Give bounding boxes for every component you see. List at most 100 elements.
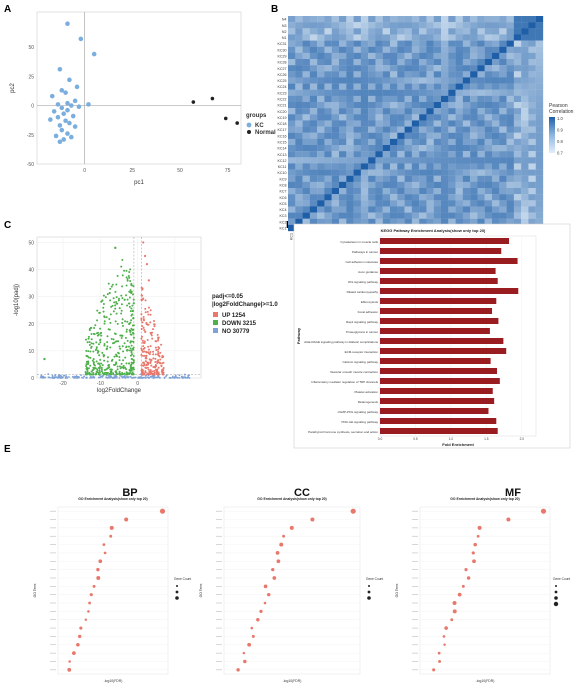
heatmap-cell	[375, 28, 383, 35]
volcano-point-up	[142, 361, 145, 364]
heatmap-cell	[535, 188, 544, 195]
go-mf-dot	[437, 651, 441, 655]
heatmap-cell	[411, 108, 420, 115]
volcano-point-down	[100, 334, 103, 337]
go-cc-ylabel: GO Term	[199, 583, 203, 597]
heatmap-cell	[317, 95, 325, 103]
heatmap-cell	[462, 181, 471, 189]
volcano-point-down	[100, 362, 103, 365]
heatmap-cell	[295, 218, 303, 226]
heatmap-cell	[419, 40, 427, 47]
kegg-bar	[380, 258, 518, 264]
heatmap-cell	[426, 194, 434, 201]
heatmap-cell	[317, 157, 325, 164]
heatmap-cell	[441, 59, 449, 66]
heatmap-cell	[470, 126, 478, 133]
heatmap-cell	[513, 151, 522, 158]
heatmap-cell	[331, 16, 340, 23]
heatmap-cell	[390, 194, 398, 201]
heatmap-cell	[499, 181, 507, 189]
volcano-point-down	[114, 246, 117, 250]
pca-point-kc	[59, 105, 65, 111]
volcano-point-down	[93, 333, 96, 336]
heatmap-cell	[295, 126, 303, 133]
heatmap-cell	[521, 52, 529, 60]
heatmap-cell	[521, 194, 529, 201]
heatmap-cell	[390, 138, 398, 146]
heatmap-cell	[499, 212, 507, 219]
heatmap-cell	[477, 175, 485, 183]
heatmap-cell	[506, 77, 515, 84]
heatmap-row-label: KC19	[278, 116, 287, 120]
heatmap-cell	[288, 108, 296, 115]
heatmap-cell	[426, 71, 434, 78]
heatmap-cell	[455, 65, 464, 72]
heatmap-cell	[441, 89, 449, 97]
kegg-category-label: Calcium signaling pathway	[342, 360, 378, 364]
heatmap-cell	[368, 200, 376, 207]
volcano-point-down	[126, 278, 129, 281]
volcano-point-down	[131, 324, 134, 327]
volcano-point-down	[129, 368, 132, 371]
heatmap-cell	[433, 65, 442, 72]
heatmap-cell	[419, 114, 427, 121]
heatmap-cell	[317, 46, 325, 54]
heatmap-cell	[521, 218, 529, 226]
volcano-point-up	[143, 347, 146, 350]
heatmap-cell	[492, 138, 500, 146]
heatmap-cell	[484, 212, 493, 219]
heatmap-cell	[302, 218, 311, 226]
heatmap-cell	[353, 181, 362, 189]
heatmap-cell	[528, 206, 536, 213]
heatmap-cell	[324, 40, 332, 47]
heatmap-cell	[295, 114, 303, 121]
heatmap-cell	[404, 71, 413, 78]
heatmap-cell	[455, 83, 464, 90]
heatmap-cell	[535, 157, 544, 164]
volcano-point-down	[131, 331, 134, 334]
heatmap-cell	[521, 83, 529, 90]
heatmap-cell	[397, 120, 405, 127]
heatmap-cell	[346, 175, 354, 183]
heatmap-cell	[324, 194, 332, 201]
heatmap-cell	[477, 71, 485, 78]
heatmap-cell	[288, 145, 296, 152]
volcano-point-down	[85, 338, 88, 341]
heatmap-cell	[368, 212, 376, 219]
volcano-point-up	[157, 353, 160, 356]
heatmap-cell	[397, 16, 405, 23]
heatmap-cell	[528, 212, 536, 219]
heatmap-cell	[368, 181, 376, 189]
heatmap-cell	[462, 22, 471, 29]
heatmap-cell	[477, 77, 485, 84]
go-bp-dot	[84, 618, 88, 621]
heatmap-cell	[368, 89, 376, 97]
heatmap-cell	[426, 206, 434, 213]
heatmap-cell	[419, 145, 427, 152]
heatmap-cell	[506, 52, 515, 60]
volcano-point-down	[131, 353, 134, 356]
heatmap-cell	[309, 200, 318, 207]
volcano-point-no	[140, 376, 143, 379]
volcano-point-down	[132, 328, 135, 331]
volcano-point-up	[160, 370, 163, 373]
heatmap-cell	[346, 28, 354, 35]
volcano-point-down	[95, 360, 98, 363]
heatmap-cell	[368, 175, 376, 183]
volcano-point-down	[128, 296, 131, 299]
heatmap-cell	[382, 59, 391, 66]
volcano-point-up	[154, 360, 157, 363]
heatmap-cell	[397, 59, 405, 66]
volcano-point-down	[100, 366, 103, 369]
heatmap-cell	[492, 71, 500, 78]
heatmap-cell	[499, 132, 507, 140]
heatmap-cell	[462, 151, 471, 158]
volcano-point-up	[156, 370, 159, 373]
heatmap-cell	[426, 59, 434, 66]
volcano-point-down	[92, 350, 95, 353]
heatmap-cell	[462, 34, 471, 41]
heatmap-cell	[477, 120, 485, 127]
heatmap-cell	[382, 206, 391, 213]
heatmap-cell	[484, 132, 493, 140]
heatmap-cell	[492, 34, 500, 41]
